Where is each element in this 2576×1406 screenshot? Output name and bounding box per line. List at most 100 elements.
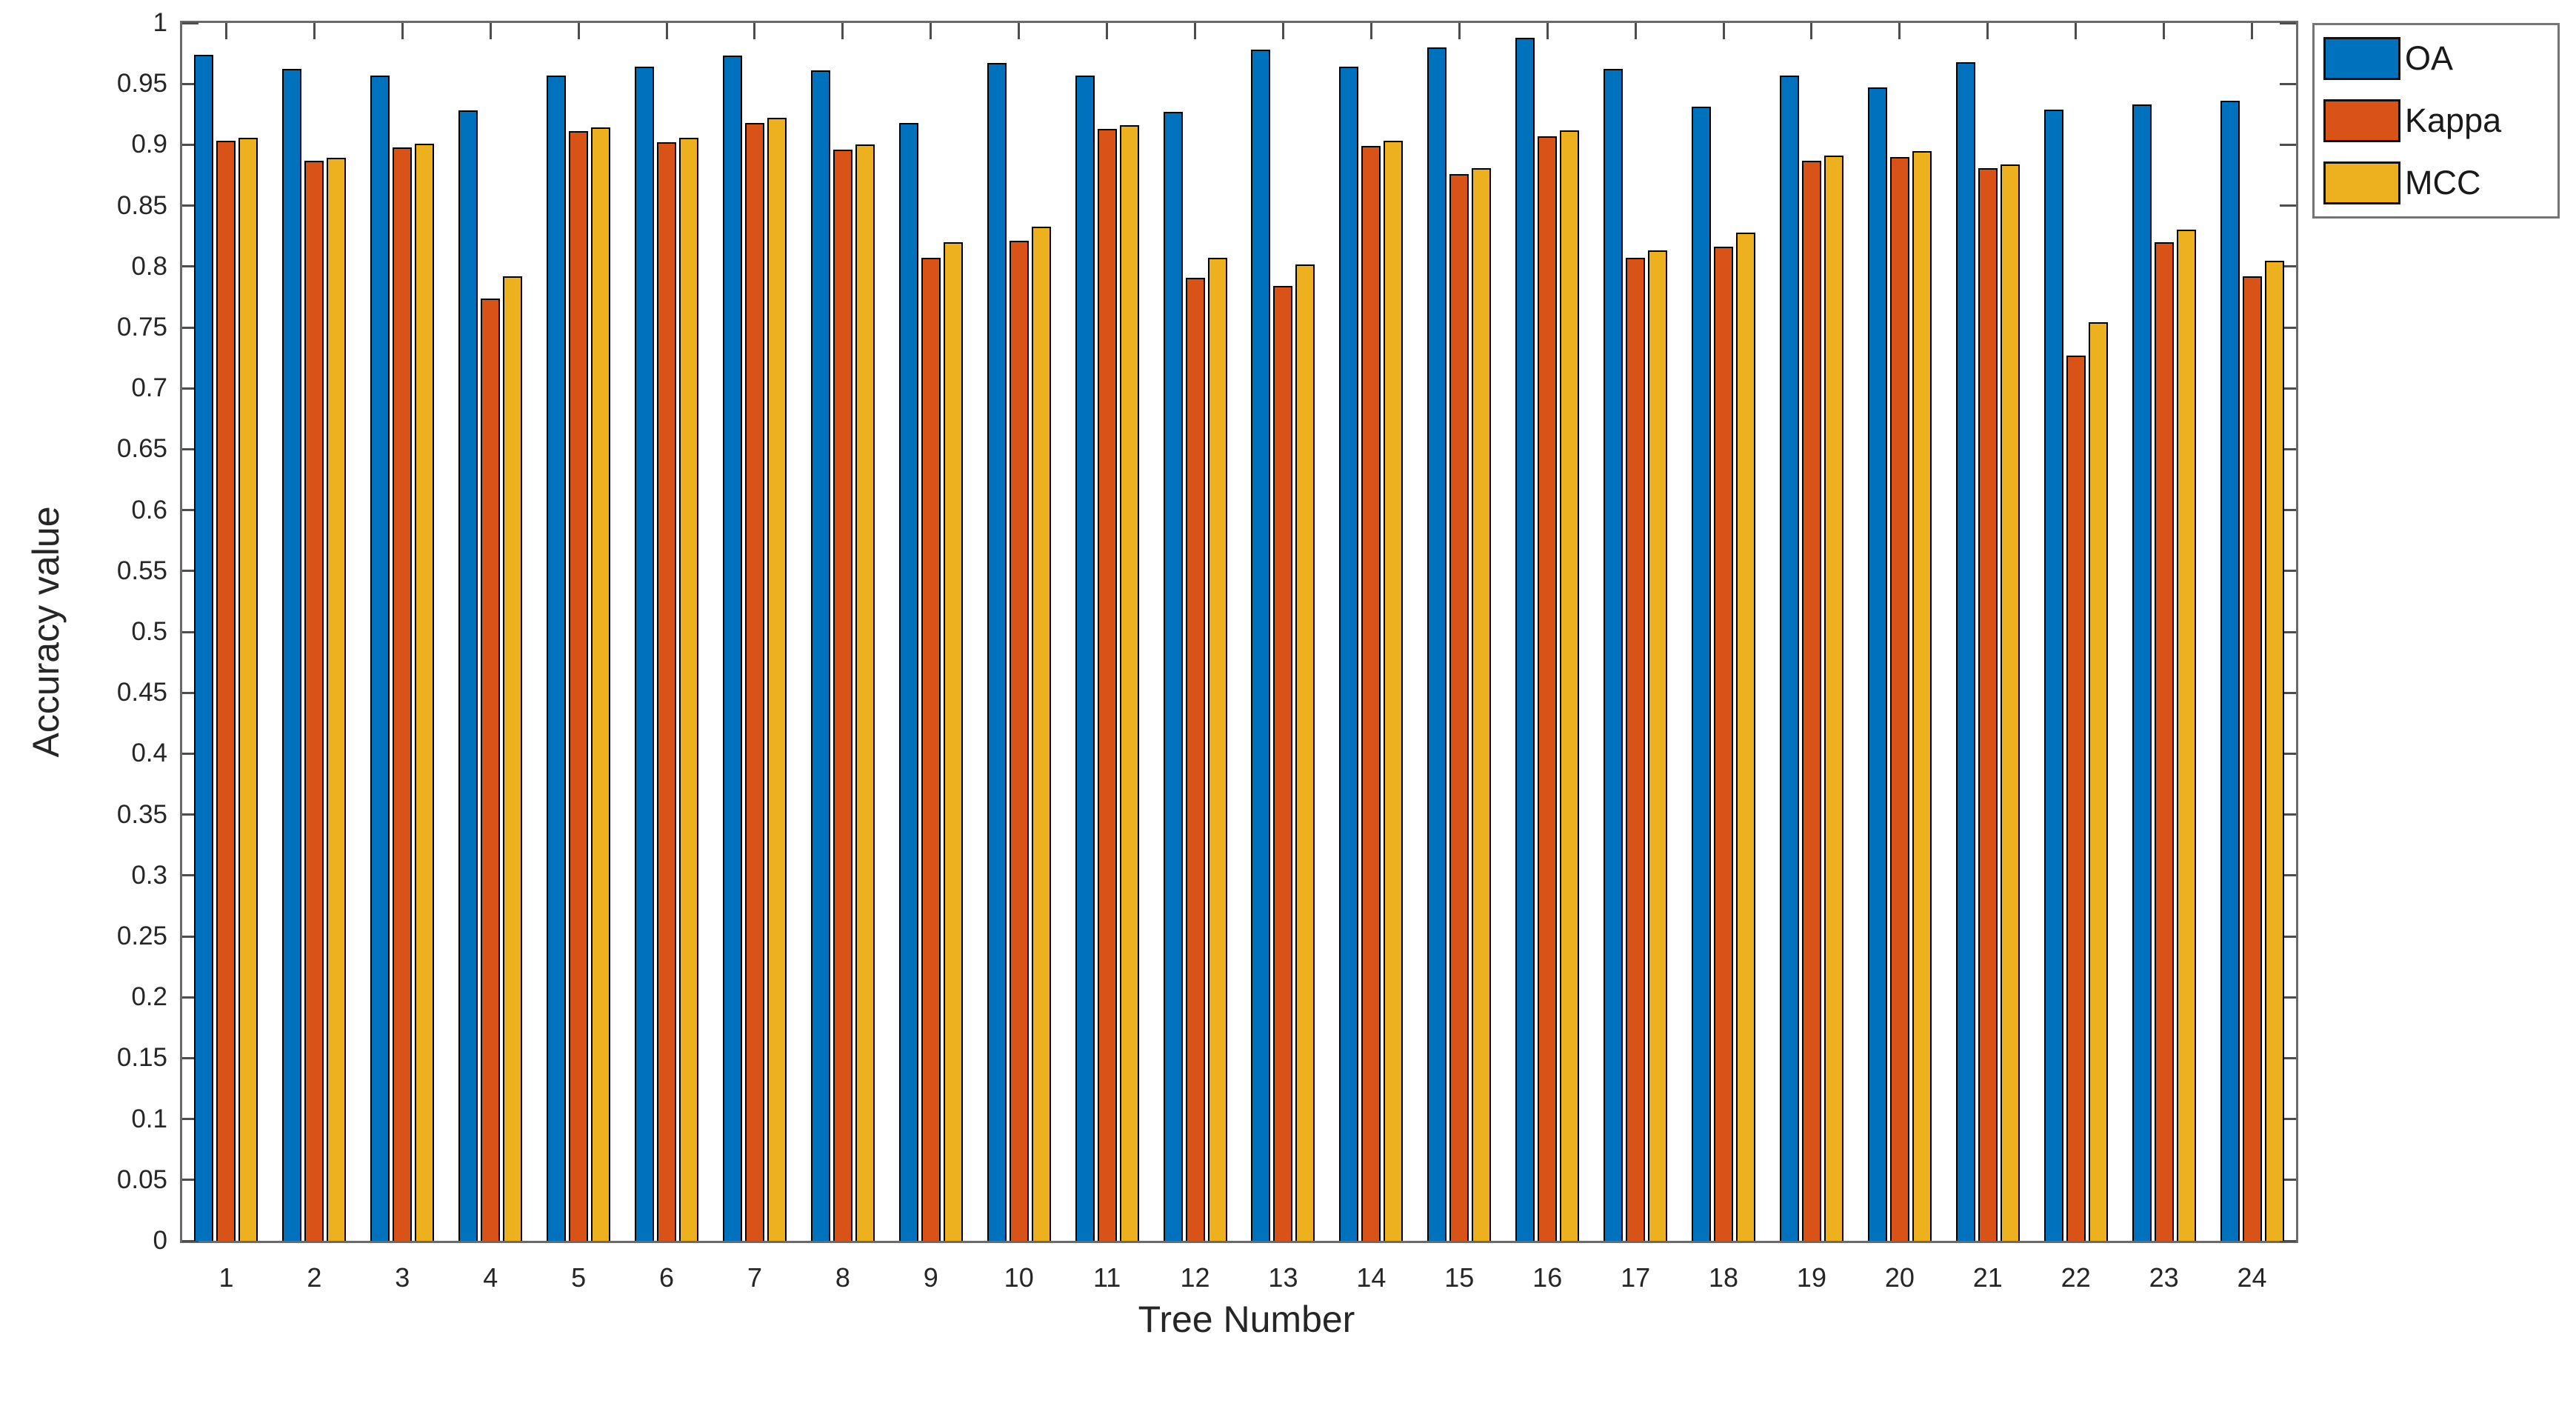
x-tick-top — [1194, 23, 1197, 39]
bar-oa-tree-14 — [1339, 67, 1359, 1241]
x-tick-label: 14 — [1356, 1262, 1387, 1293]
legend-label-kappa: Kappa — [2405, 101, 2502, 139]
bar-kappa-tree-24 — [2242, 276, 2262, 1241]
bar-oa-tree-20 — [1867, 87, 1887, 1241]
x-tick-label: 21 — [1972, 1262, 2003, 1293]
bar-oa-tree-16 — [1515, 37, 1535, 1241]
y-tick-left — [182, 874, 198, 877]
y-tick-left — [182, 1056, 198, 1059]
bar-mcc-tree-21 — [2000, 164, 2020, 1241]
y-tick-right — [2280, 1239, 2296, 1242]
bar-mcc-tree-7 — [767, 118, 787, 1241]
y-tick-right — [2280, 326, 2296, 329]
y-tick-right — [2280, 996, 2296, 999]
y-tick-label: 0.65 — [116, 434, 167, 464]
y-tick-label: 0.95 — [116, 69, 167, 99]
y-tick-left — [182, 570, 198, 573]
bar-kappa-tree-11 — [1097, 129, 1117, 1241]
bar-kappa-tree-1 — [216, 141, 236, 1241]
y-tick-left — [182, 82, 198, 85]
bar-oa-tree-18 — [1692, 107, 1712, 1241]
y-tick-label: 0.45 — [116, 678, 167, 707]
x-tick-top — [841, 23, 844, 39]
bar-mcc-tree-12 — [1207, 258, 1227, 1241]
y-tick-right — [2280, 630, 2296, 633]
bar-mcc-tree-20 — [1912, 150, 1932, 1241]
bar-oa-tree-17 — [1604, 69, 1624, 1241]
y-tick-right — [2280, 1179, 2296, 1182]
bar-oa-tree-3 — [370, 75, 390, 1241]
y-tick-right — [2280, 752, 2296, 755]
bar-mcc-tree-18 — [1736, 232, 1756, 1241]
x-tick-top — [1281, 23, 1284, 39]
bar-mcc-tree-17 — [1648, 250, 1668, 1241]
y-tick-label: 0.2 — [131, 982, 167, 1012]
bar-oa-tree-1 — [194, 54, 214, 1241]
x-tick-top — [1106, 23, 1109, 39]
y-tick-right — [2280, 570, 2296, 573]
y-tick-left — [182, 935, 198, 938]
bar-kappa-tree-12 — [1185, 277, 1205, 1241]
x-tick-top — [1018, 23, 1021, 39]
x-tick-top — [930, 23, 932, 39]
y-tick-right — [2280, 1056, 2296, 1059]
y-tick-left — [182, 326, 198, 329]
x-tick-top — [1722, 23, 1725, 39]
legend-label-mcc: MCC — [2405, 164, 2481, 201]
bar-kappa-tree-15 — [1449, 173, 1469, 1241]
bar-kappa-tree-18 — [1714, 247, 1734, 1241]
x-tick-top — [2251, 23, 2254, 39]
legend-item-oa: OA — [2323, 36, 2550, 81]
bar-kappa-tree-8 — [832, 149, 852, 1241]
bar-mcc-tree-16 — [1560, 130, 1580, 1241]
bar-oa-tree-22 — [2043, 109, 2063, 1241]
bar-mcc-tree-14 — [1384, 141, 1404, 1241]
y-tick-label: 0.4 — [131, 739, 167, 768]
bar-mcc-tree-24 — [2264, 260, 2284, 1241]
x-tick-top — [1458, 23, 1461, 39]
bar-oa-tree-10 — [987, 63, 1007, 1241]
y-tick-label: 0.25 — [116, 922, 167, 950]
y-tick-left — [182, 509, 198, 512]
bar-mcc-tree-8 — [855, 144, 875, 1241]
y-tick-label: 0.7 — [131, 373, 167, 403]
y-tick-right — [2280, 82, 2296, 85]
y-tick-label: 0.3 — [131, 860, 167, 890]
x-tick-top — [1634, 23, 1637, 39]
bar-oa-tree-21 — [1955, 61, 1975, 1241]
y-tick-left — [182, 630, 198, 633]
x-tick-top — [2075, 23, 2078, 39]
bar-mcc-tree-5 — [591, 127, 611, 1241]
y-tick-label: 0.15 — [116, 1043, 167, 1073]
y-tick-right — [2280, 874, 2296, 877]
bar-mcc-tree-2 — [327, 158, 347, 1241]
y-tick-right — [2280, 1118, 2296, 1121]
x-tick-label: 5 — [571, 1262, 587, 1293]
y-tick-label: 0.85 — [116, 190, 167, 220]
y-tick-right — [2280, 265, 2296, 268]
bar-kappa-tree-10 — [1009, 241, 1029, 1241]
x-tick-top — [1898, 23, 1901, 39]
y-tick-right — [2280, 21, 2296, 24]
y-tick-left — [182, 752, 198, 755]
x-tick-label: 22 — [2061, 1262, 2091, 1293]
y-tick-label: 0.6 — [131, 495, 167, 524]
x-tick-label: 20 — [1884, 1262, 1915, 1293]
y-tick-right — [2280, 204, 2296, 207]
bar-mcc-tree-9 — [943, 241, 963, 1241]
bar-kappa-tree-3 — [393, 147, 413, 1241]
x-tick-label: 18 — [1709, 1262, 1739, 1293]
y-tick-left — [182, 387, 198, 390]
x-tick-top — [1546, 23, 1549, 39]
x-tick-label: 17 — [1621, 1262, 1651, 1293]
bar-mcc-tree-10 — [1031, 226, 1051, 1241]
legend-label-oa: OA — [2405, 39, 2454, 77]
bar-oa-tree-8 — [810, 70, 830, 1241]
x-tick-top — [665, 23, 668, 39]
y-tick-right — [2280, 691, 2296, 694]
bar-kappa-tree-22 — [2066, 355, 2086, 1241]
x-tick-top — [489, 23, 492, 39]
bar-kappa-tree-4 — [481, 298, 501, 1241]
y-tick-right — [2280, 509, 2296, 512]
